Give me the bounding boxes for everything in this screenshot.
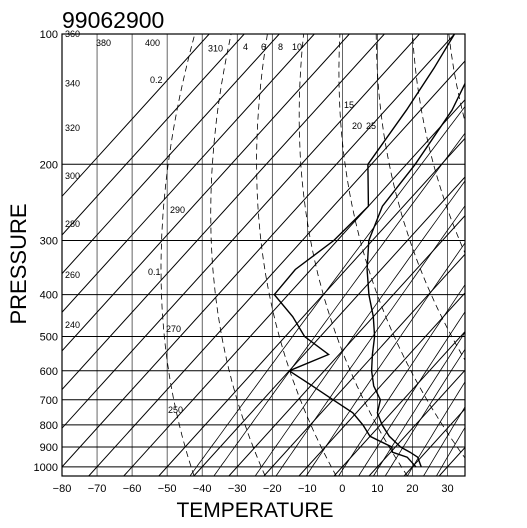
adiabat-label: 290 [170,205,185,215]
adiabat-label: 240 [65,320,80,330]
x-tick-label: −40 [193,483,212,495]
adiabat-label: 270 [166,324,181,334]
chart-title: 99062900 [62,7,164,33]
isotherm [158,137,465,476]
mixing-ratio-line [373,331,465,476]
isotherm [62,34,350,352]
adiabat-label: 380 [96,38,111,48]
mixing-ratio-label: 6 [261,42,266,52]
y-tick-label: 500 [40,332,58,344]
mixing-ratio-label: 25 [366,121,376,131]
y-tick-label: 400 [40,290,58,302]
adiabat-label: 320 [65,123,80,133]
x-tick-label: −30 [228,483,247,495]
mixing-ratio-line [275,205,465,476]
dry-adiabat [485,34,527,476]
dry-adiabat [448,34,465,124]
y-tick-label: 600 [40,366,58,378]
y-tick-label: 300 [40,236,58,248]
dry-adiabat [256,34,337,476]
plot-frame [61,33,466,477]
isotherm [123,98,465,476]
plot-area [61,33,527,477]
x-tick-label: 30 [441,483,453,495]
isotherm [62,34,245,236]
isotherm [333,330,465,476]
mixing-ratio-label: 10 [292,42,302,52]
isotherm [368,369,465,476]
y-tick-label: 800 [40,420,58,432]
dry-adiabat [375,34,465,361]
isotherm [298,292,465,476]
mixing-ratio-line [384,348,465,476]
adiabat-label: 360 [65,29,80,39]
tick-labels: −80 −70 −60 −50 −40 −30 −20 −10 0 10 20 30 100 200 300… [34,29,454,495]
dry-adiabat [298,34,408,476]
isotherm [62,34,455,468]
isotherm [263,253,465,476]
isotherm [228,214,465,476]
isotherm [62,34,280,275]
isotherm [62,34,210,198]
adiabat-label: 250 [168,405,183,415]
adiabat-label: 340 [65,78,80,88]
mixing-ratio-label: 0.1 [148,267,161,277]
isotherm [88,60,465,476]
y-axis-title: PRESSURE [6,203,31,324]
x-tick-label: −10 [298,483,317,495]
y-tick-label: 200 [40,159,58,171]
isotherm [193,176,465,476]
mixing-ratio-label: 15 [344,100,354,110]
isotherm [438,446,465,476]
temperature-line [366,82,465,468]
dry-adiabat [338,34,465,459]
mixing-ratio-line [254,180,465,476]
x-tick-label: 20 [406,483,418,495]
x-tick-label: −70 [88,483,107,495]
y-tick-label: 1000 [34,462,58,474]
x-tick-label: −80 [53,483,72,495]
isotherm [62,34,420,429]
adiabat-label: 300 [65,171,80,181]
isotherm [62,34,315,313]
x-tick-label: −60 [123,483,142,495]
mixing-ratio-line [305,242,465,476]
isotherm [62,34,385,391]
mixing-ratio-line [213,132,465,476]
mixing-ratio-line [338,284,465,476]
y-tick-label: 900 [40,442,58,454]
dry-adiabat [160,34,196,476]
dewpoint-line [273,34,456,468]
dry-adiabat [521,34,527,476]
y-tick-label: 100 [40,29,58,41]
adiabat-label: 280 [65,219,80,229]
dry-adiabat [210,34,266,476]
mixing-ratio-line [436,426,465,476]
y-tick-label: 700 [40,395,58,407]
x-tick-label: −20 [263,483,282,495]
mixing-ratio-line [423,406,465,476]
mixing-ratio-label: 20 [352,121,362,131]
adiabat-label: 260 [65,270,80,280]
x-tick-label: 0 [339,483,345,495]
x-tick-label: 10 [371,483,383,495]
mixing-ratio-line [406,381,465,476]
mixing-ratio-line [189,105,465,476]
mixing-ratio-line [358,311,465,476]
x-tick-label: −50 [158,483,177,495]
mixing-ratio-label: 8 [278,42,283,52]
mixing-ratio-label: 0.2 [150,75,163,85]
adiabat-label: 400 [145,38,160,48]
adiabat-label: 310 [208,43,223,53]
x-axis-title: TEMPERATURE [176,499,333,522]
mixing-ratio-label: 4 [243,42,248,52]
